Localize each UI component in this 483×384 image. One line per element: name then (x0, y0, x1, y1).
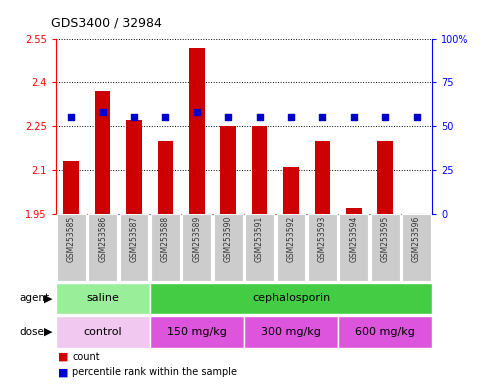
Text: count: count (72, 352, 100, 362)
Point (130, 114, 138, 121)
Bar (95, 91, 111, 214)
Text: GSM253587: GSM253587 (129, 215, 139, 262)
Text: GSM253596: GSM253596 (412, 215, 421, 262)
Point (287, 114, 295, 121)
Bar (214, 214, 242, 281)
Text: cephalosporin: cephalosporin (252, 293, 330, 303)
Point (224, 114, 232, 121)
Text: GSM253590: GSM253590 (224, 215, 233, 262)
Bar (377, 141, 393, 214)
Text: GDS3400 / 32984: GDS3400 / 32984 (51, 16, 162, 29)
Bar (277, 214, 305, 281)
Bar (120, 214, 148, 281)
Point (161, 114, 170, 121)
Point (319, 114, 327, 121)
Bar (56, 316, 150, 348)
Bar (402, 214, 431, 281)
Bar (151, 214, 180, 281)
Bar (308, 214, 337, 281)
Text: GSM253588: GSM253588 (161, 215, 170, 262)
Bar (283, 167, 299, 214)
Point (99, 109, 107, 115)
Text: GSM253592: GSM253592 (286, 215, 296, 262)
Point (412, 114, 420, 121)
Bar (244, 316, 338, 348)
Point (382, 114, 389, 121)
Text: ■: ■ (58, 352, 69, 362)
Text: agent: agent (19, 293, 49, 303)
Bar (150, 316, 244, 348)
Text: control: control (84, 327, 122, 337)
Bar (220, 126, 236, 214)
Bar (252, 126, 268, 214)
Text: GSM253586: GSM253586 (98, 215, 107, 262)
Bar (189, 48, 205, 214)
Text: GSM253595: GSM253595 (381, 215, 390, 262)
Point (350, 114, 357, 121)
Text: GSM253591: GSM253591 (255, 215, 264, 262)
Point (256, 114, 264, 121)
Bar (340, 214, 368, 281)
Text: ▶: ▶ (44, 327, 53, 337)
Bar (56, 283, 150, 314)
Bar (157, 141, 173, 214)
Text: 600 mg/kg: 600 mg/kg (355, 327, 415, 337)
Bar (371, 214, 399, 281)
Point (68, 114, 75, 121)
Text: dose: dose (19, 327, 44, 337)
Text: percentile rank within the sample: percentile rank within the sample (72, 367, 238, 377)
Text: GSM253589: GSM253589 (192, 215, 201, 262)
Bar (88, 214, 117, 281)
Bar (183, 214, 211, 281)
Text: 150 mg/kg: 150 mg/kg (167, 327, 227, 337)
Bar (346, 208, 362, 214)
Bar (314, 141, 330, 214)
Text: ■: ■ (58, 367, 69, 377)
Bar (63, 161, 79, 214)
Bar (245, 214, 274, 281)
Text: saline: saline (86, 293, 119, 303)
Point (193, 109, 201, 115)
Text: GSM253585: GSM253585 (67, 215, 76, 262)
Text: GSM253594: GSM253594 (349, 215, 358, 262)
Text: ▶: ▶ (44, 293, 53, 303)
Text: 300 mg/kg: 300 mg/kg (261, 327, 321, 337)
Bar (126, 120, 142, 214)
Bar (150, 283, 432, 314)
Bar (338, 316, 432, 348)
Text: GSM253593: GSM253593 (318, 215, 327, 262)
Bar (57, 214, 85, 281)
